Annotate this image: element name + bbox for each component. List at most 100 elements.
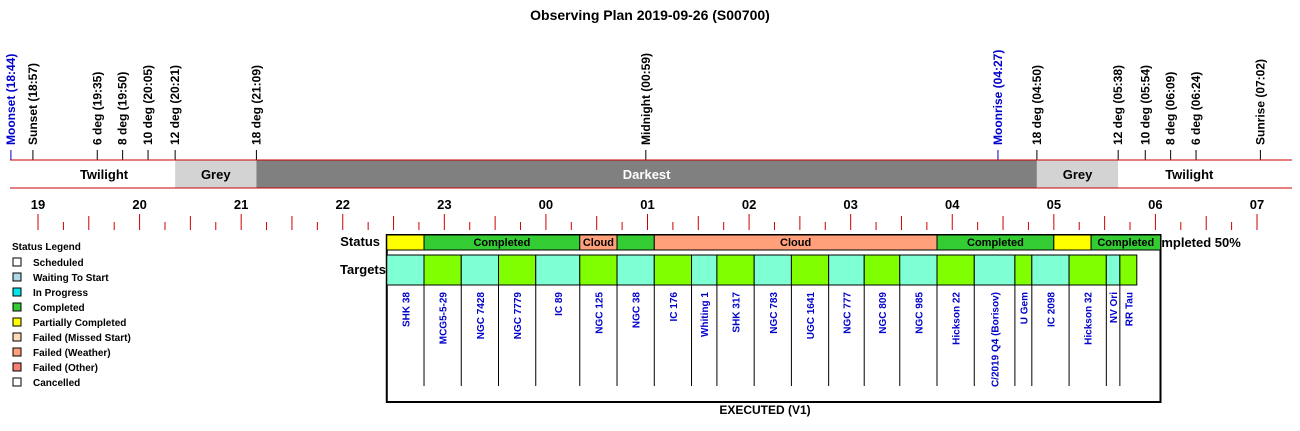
status-segment-completed-3[interactable] (616, 234, 655, 251)
hour-label-21: 21 (234, 197, 248, 212)
legend-title: Status Legend (12, 242, 81, 253)
legend-swatch-failed-weather (12, 347, 22, 357)
hour-axis: 19 20 21 22 23 00 01 02 03 04 05 06 07 (31, 197, 1264, 230)
target-block-ngc-7428[interactable] (460, 254, 500, 286)
legend-label-failed-other: Failed (Other) (33, 363, 98, 374)
status-segment-completed-7[interactable] (1090, 234, 1161, 251)
target-name-rr-tau[interactable]: RR Tau (1124, 292, 1135, 326)
event-label-10-deg-05-54: 10 deg (05:54) (1138, 65, 1152, 145)
status-segment-label-1: Completed (473, 237, 530, 249)
legend-swatch-failed-missed-start (12, 332, 22, 342)
target-name-hickson-22[interactable]: Hickson 22 (952, 292, 963, 345)
target-block-ic-89[interactable] (535, 254, 581, 286)
target-block-ngc-809[interactable] (863, 254, 901, 286)
target-name-ngc-38[interactable]: NGC 38 (632, 292, 643, 329)
target-block-ngc-777[interactable] (828, 254, 865, 286)
darkness-timeline: Twilight Grey Darkest Grey Twilight (10, 159, 1292, 189)
legend-label-completed: Completed (33, 303, 85, 314)
event-label-6-deg-19-35: 6 deg (19:35) (90, 72, 104, 145)
target-block-u-gem[interactable] (1014, 254, 1033, 286)
target-block-ngc-985[interactable] (899, 254, 938, 286)
target-name-ngc-7428[interactable]: NGC 7428 (476, 292, 487, 340)
target-block-ngc-125[interactable] (579, 254, 618, 286)
legend-label-in-progress: In Progress (33, 288, 88, 299)
plan-title: Observing Plan 2019-09-26 (S00700) (530, 7, 770, 23)
target-name-ngc-125[interactable]: NGC 125 (594, 292, 605, 334)
band-darkest-2 (256, 160, 1037, 188)
status-segment-label-4: Cloud (780, 237, 811, 249)
event-label-moonrise-04-27: Moonrise (04:27) (991, 50, 1005, 145)
target-name-ic-176[interactable]: IC 176 (669, 292, 680, 322)
target-name-ic-2098[interactable]: IC 2098 (1046, 292, 1057, 327)
legend-swatch-in-progress (12, 287, 22, 297)
legend-swatch-waiting-to-start (12, 272, 22, 282)
event-label-midnight-00-59: Midnight (00:59) (639, 53, 653, 145)
event-label-moonset-18-44: Moonset (18:44) (4, 54, 18, 145)
target-name-ugc-1641[interactable]: UGC 1641 (806, 292, 817, 340)
target-block-c-2019-q4-borisov[interactable] (973, 254, 1016, 286)
event-label-sunset-18-57: Sunset (18:57) (26, 63, 40, 145)
target-block-hickson-22[interactable] (936, 254, 975, 286)
event-label-12-deg-05-38: 12 deg (05:38) (1111, 65, 1125, 145)
target-block-shk-38[interactable] (386, 254, 425, 286)
hour-label-06: 06 (1148, 197, 1162, 212)
target-name-u-gem[interactable]: U Gem (1019, 292, 1030, 324)
target-name-whiting-1[interactable]: Whiting 1 (700, 292, 711, 337)
status-row-label: Status (340, 234, 380, 249)
band-label-grey-1: Grey (201, 167, 231, 182)
legend-label-cancelled: Cancelled (33, 378, 80, 389)
target-name-shk-38[interactable]: SHK 38 (401, 292, 412, 327)
sky-event-markers: Moonset (18:44) Sunset (18:57) 6 deg (19:3… (4, 50, 1267, 160)
legend-label-failed-weather: Failed (Weather) (33, 348, 111, 359)
hour-label-07: 07 (1250, 197, 1264, 212)
hour-label-00: 00 (539, 197, 553, 212)
target-block-ugc-1641[interactable] (790, 254, 830, 286)
hour-label-04: 04 (945, 197, 960, 212)
target-name-ic-89[interactable]: IC 89 (554, 292, 565, 316)
target-name-ngc-985[interactable]: NGC 985 (914, 292, 925, 334)
legend-swatch-failed-other (12, 362, 22, 372)
legend-swatch-scheduled (12, 257, 22, 267)
band-twilight-0 (32, 160, 176, 188)
status-segment-label-5: Completed (967, 237, 1024, 249)
target-name-nv-ori[interactable]: NV Ori (1109, 292, 1120, 323)
target-name-ngc-777[interactable]: NGC 777 (842, 292, 853, 334)
event-label-12-deg-20-21: 12 deg (20:21) (168, 65, 182, 145)
hour-label-01: 01 (640, 197, 654, 212)
target-block-ic-176[interactable] (653, 254, 693, 286)
target-block-mcg5-5-29[interactable] (423, 254, 462, 286)
legend-swatch-partially-completed (12, 317, 22, 327)
band-label-twilight-0: Twilight (80, 167, 129, 182)
event-label-8-deg-06-09: 8 deg (06:09) (1164, 72, 1178, 145)
target-name-ngc-809[interactable]: NGC 809 (878, 292, 889, 334)
target-name-shk-317[interactable]: SHK 317 (732, 292, 743, 333)
target-name-c-2019-q4-borisov[interactable]: C/2019 Q4 (Borisov) (991, 292, 1002, 387)
execution-footer: EXECUTED (V1) (719, 403, 810, 417)
target-block-shk-317[interactable] (716, 254, 755, 286)
target-block-ngc-38[interactable] (616, 254, 655, 286)
target-name-hickson-32[interactable]: Hickson 32 (1084, 292, 1095, 345)
band-grey-1 (175, 160, 257, 188)
target-name-ngc-7779[interactable]: NGC 7779 (513, 292, 524, 340)
event-label-18-deg-04-50: 18 deg (04:50) (1030, 65, 1044, 145)
event-label-18-deg-21-09: 18 deg (21:09) (249, 65, 263, 145)
event-label-sunrise-07-02: Sunrise (07:02) (1253, 59, 1267, 145)
target-block-rr-tau[interactable] (1119, 254, 1138, 286)
legend-label-partially-completed: Partially Completed (33, 318, 126, 329)
status-segment-partially-completed-6[interactable] (1053, 234, 1092, 251)
hour-label-19: 19 (31, 197, 45, 212)
target-block-hickson-32[interactable] (1068, 254, 1107, 286)
legend-label-waiting-to-start: Waiting To Start (33, 273, 109, 284)
target-block-nv-ori[interactable] (1105, 254, 1121, 286)
status-segment-partially-completed-0[interactable] (386, 234, 425, 251)
target-block-ngc-783[interactable] (753, 254, 792, 286)
target-block-ic-2098[interactable] (1031, 254, 1070, 286)
hour-label-03: 03 (843, 197, 857, 212)
target-name-ngc-783[interactable]: NGC 783 (769, 292, 780, 334)
target-block-whiting-1[interactable] (691, 254, 718, 286)
target-block-ngc-7779[interactable] (498, 254, 537, 286)
hour-label-20: 20 (132, 197, 146, 212)
target-name-mcg5-5-29[interactable]: MCG5-5-29 (439, 292, 450, 345)
legend-swatch-cancelled (12, 377, 22, 387)
